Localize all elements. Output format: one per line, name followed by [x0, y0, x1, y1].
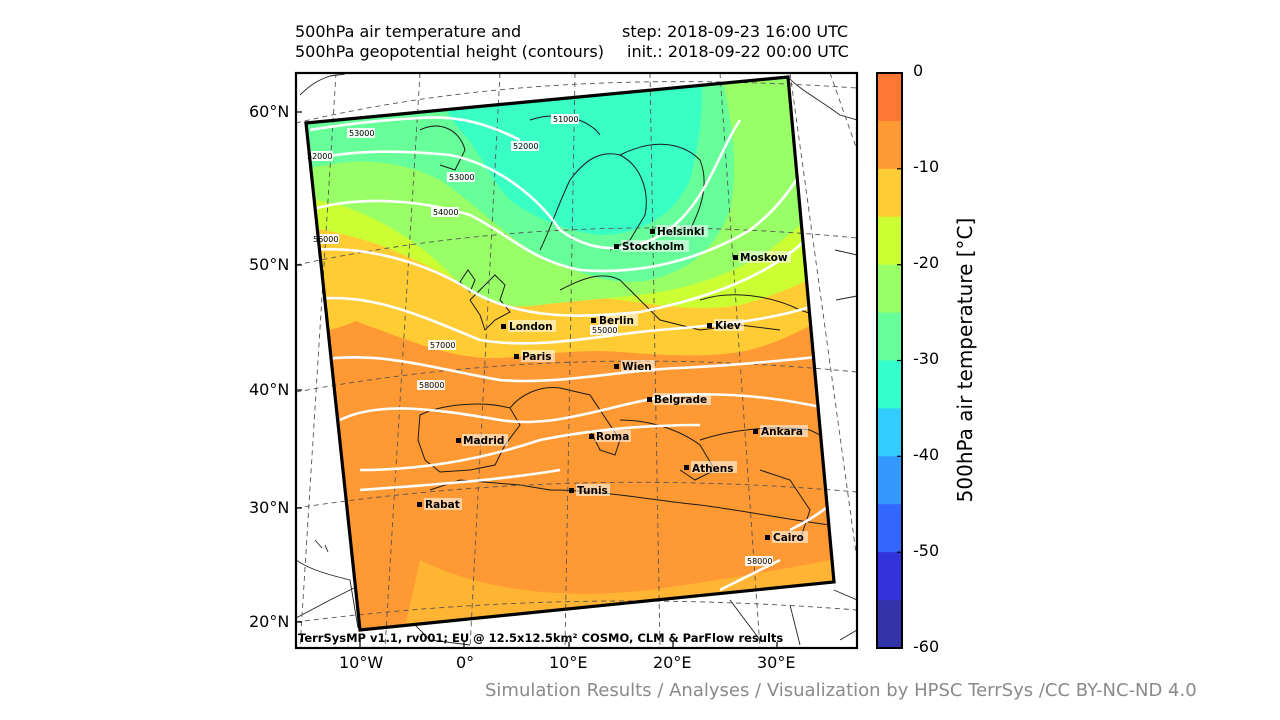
lat-label: 60°N — [249, 102, 290, 121]
colorbar-band — [877, 120, 902, 170]
svg-text:Madrid: Madrid — [463, 435, 504, 447]
city-marker: Wien — [614, 360, 655, 373]
domain-boundary — [304, 75, 836, 632]
lat-label: 40°N — [249, 380, 290, 399]
city-marker: Ankara — [753, 425, 808, 438]
contour-label: 52000 — [307, 152, 332, 161]
contour-label: 53000 — [449, 173, 474, 182]
svg-text:Helsinki: Helsinki — [657, 226, 704, 238]
colorbar-tick-label: -40 — [913, 445, 940, 464]
contour-labels: 53000 52000 51000 52000 53000 54000 5600… — [305, 114, 773, 566]
lon-label: 20°E — [653, 653, 692, 672]
colorbar-band — [877, 73, 902, 122]
svg-text:London: London — [509, 321, 553, 333]
contour-label: 54000 — [433, 208, 458, 217]
colorbar — [877, 73, 902, 649]
svg-text:Cairo: Cairo — [773, 532, 804, 544]
svg-text:Paris: Paris — [522, 351, 552, 363]
city-marker: Paris — [514, 350, 555, 363]
colorbar-band — [877, 552, 902, 601]
colorbar-band — [877, 456, 902, 505]
lon-label: 10°W — [339, 653, 384, 672]
colorbar-band — [877, 264, 902, 314]
svg-text:Stockholm: Stockholm — [622, 241, 684, 253]
step-time: step: 2018-09-23 16:00 UTC — [622, 22, 849, 41]
colorbar-band — [877, 168, 902, 218]
contour-label: 51000 — [553, 115, 578, 124]
colorbar-band — [877, 216, 902, 266]
colorbar-label: 500hPa air temperature [°C] — [953, 217, 977, 503]
svg-text:Roma: Roma — [596, 431, 629, 443]
city-marker: Kiev — [707, 319, 744, 332]
svg-text:Rabat: Rabat — [425, 499, 460, 511]
svg-text:Belgrade: Belgrade — [654, 394, 707, 406]
colorbar-tick-label: -10 — [913, 157, 940, 176]
city-marker: Rabat — [417, 498, 462, 511]
city-marker: Helsinki — [650, 225, 708, 238]
city-marker: Athens — [684, 461, 737, 475]
contour-label: 58000 — [419, 381, 444, 390]
city-marker: Cairo — [765, 531, 808, 544]
model-info-note: TerrSysMP v1.1, rv001; EU @ 12.5x12.5km²… — [298, 631, 784, 645]
svg-text:Moskow: Moskow — [740, 252, 788, 264]
lat-label: 50°N — [249, 255, 290, 274]
lon-label: 30°E — [757, 653, 796, 672]
colorbar-band — [877, 312, 902, 361]
contour-label: 52000 — [513, 142, 538, 151]
city-marker: Moskow — [733, 251, 791, 264]
map-title-line2: 500hPa geopotential height (contours) — [295, 42, 604, 61]
contour-label: 57000 — [430, 341, 455, 350]
lon-label: 0° — [456, 653, 475, 672]
lat-label: 30°N — [249, 498, 290, 517]
colorbar-band — [877, 408, 902, 457]
lon-label: 10°E — [549, 653, 588, 672]
colorbar-tick-label: -60 — [913, 637, 940, 656]
city-marker: Belgrade — [647, 393, 711, 406]
city-marker: Madrid — [456, 434, 508, 447]
city-marker: London — [501, 320, 556, 333]
city-markers: Helsinki Stockholm Moskow London Berlin … — [417, 225, 808, 544]
colorbar-tick-label: -20 — [913, 253, 940, 272]
contour-label: 56000 — [313, 235, 338, 244]
contour-label: 58000 — [747, 557, 772, 566]
credit-line: Simulation Results / Analyses / Visualiz… — [485, 680, 1197, 701]
colorbar-band — [877, 600, 902, 649]
svg-text:Berlin: Berlin — [599, 315, 634, 327]
map-title-line1: 500hPa air temperature and — [295, 22, 522, 41]
city-marker: Stockholm — [614, 240, 689, 253]
colorbar-ticks — [897, 72, 902, 649]
colorbar-band — [877, 360, 902, 409]
plot-frame — [294, 71, 859, 650]
city-marker: Tunis — [569, 484, 610, 497]
svg-text:Kiev: Kiev — [715, 320, 741, 332]
graticule — [296, 73, 857, 648]
colorbar-tick-label: 0 — [913, 61, 924, 80]
svg-text:Athens: Athens — [692, 463, 733, 475]
city-marker: Berlin — [591, 314, 638, 327]
svg-text:Ankara: Ankara — [761, 426, 803, 438]
lat-label: 20°N — [249, 612, 290, 631]
colorbar-tick-label: -30 — [913, 349, 940, 368]
svg-text:Wien: Wien — [622, 361, 652, 373]
axis-ticks — [296, 111, 778, 648]
colorbar-tick-label: -50 — [913, 541, 940, 560]
init-time: init.: 2018-09-22 00:00 UTC — [627, 42, 849, 61]
city-marker: Roma — [589, 430, 631, 443]
svg-text:Tunis: Tunis — [577, 485, 608, 497]
colorbar-band — [877, 504, 902, 553]
contour-label: 53000 — [349, 129, 374, 138]
contour-label: 55000 — [592, 326, 617, 335]
